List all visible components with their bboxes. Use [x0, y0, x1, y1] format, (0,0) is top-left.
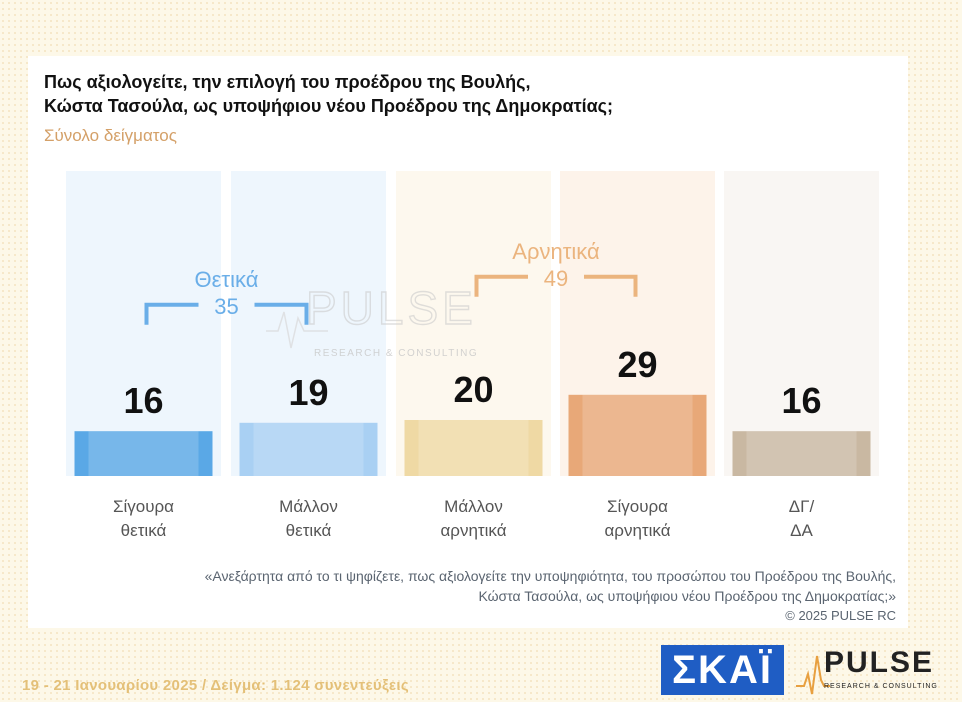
bar-highlight — [582, 394, 693, 476]
category-label: Σίγουρα αρνητικά — [604, 497, 670, 540]
pulse-wave-icon — [796, 655, 830, 695]
category-label: Μάλλον αρνητικά — [440, 497, 506, 540]
bar-value-label: 20 — [453, 369, 493, 410]
category-label: ΔΓ/ΔΑ — [789, 497, 815, 540]
group-bracket-right — [254, 302, 309, 325]
group-total: 35 — [214, 294, 238, 319]
skai-logo: ΣΚΑΪ — [661, 645, 784, 695]
group-bracket-left — [474, 274, 528, 297]
group-total: 49 — [544, 266, 568, 291]
watermark-word: PULSE — [306, 282, 477, 334]
bar — [732, 431, 871, 476]
pulse-logo-word: PULSE — [824, 646, 935, 679]
bar-value-label: 16 — [123, 380, 163, 421]
labels: 16 Σίγουρα θετικά 19 Μάλλον θετικά 20 Μάλλον αρν… — [113, 344, 822, 540]
watermark-subtitle: RESEARCH & CONSULTING — [314, 348, 478, 359]
question-line-1: Πως αξιολογείτε, την επιλογή του προέδρο… — [44, 72, 531, 92]
bar — [239, 422, 378, 476]
question-line-2: Κώστα Τασούλα, ως υποψήφιου νέου Προέδρο… — [44, 96, 614, 116]
fieldwork-info: 19 - 21 Ιανουαρίου 2025 / Δείγμα: 1.124 … — [22, 677, 409, 694]
question-title: Πως αξιολογείτε, την επιλογή του προέδρο… — [44, 70, 613, 118]
bar-value-label: 19 — [288, 372, 328, 413]
bar-highlight — [253, 422, 364, 476]
footnote-line-2: Κώστα Τασούλα, ως υποψήφιου νέου Προέδρο… — [478, 588, 896, 604]
bar — [74, 431, 213, 476]
bar-highlight — [88, 431, 199, 476]
bars — [74, 394, 871, 476]
bar-value-label: 16 — [781, 380, 821, 421]
bar — [568, 394, 707, 476]
column-background — [724, 171, 879, 476]
group-bracket-right — [584, 274, 638, 297]
question-footnote: «Ανεξάρτητα από το τι ψηφίζετε, πως αξιο… — [205, 566, 896, 626]
pulse-logo-subtitle: RESEARCH & CONSULTING — [824, 683, 938, 690]
pulse-logo: PULSE RESEARCH & CONSULTING — [796, 646, 938, 698]
chart-card: Πως αξιολογείτε, την επιλογή του προέδρο… — [28, 56, 908, 628]
sample-subtitle: Σύνολο δείγματος — [44, 126, 177, 145]
bar-value-label: 29 — [617, 344, 657, 385]
column-background — [66, 171, 221, 476]
pulse-watermark: PULSE RESEARCH & CONSULTING — [266, 281, 478, 359]
category-label: Μάλλον θετικά — [279, 497, 338, 540]
copyright: © 2025 PULSE RC — [785, 608, 896, 623]
bar — [404, 420, 543, 476]
bar-highlight — [746, 431, 857, 476]
group-label: Θετικά — [195, 267, 259, 292]
group-bracket-left — [144, 302, 199, 325]
bar-highlight — [418, 420, 529, 476]
category-label: Σίγουρα θετικά — [113, 497, 174, 540]
group-label: Αρνητικά — [512, 239, 600, 264]
footnote-line-1: «Ανεξάρτητα από το τι ψηφίζετε, πως αξιο… — [204, 568, 896, 584]
